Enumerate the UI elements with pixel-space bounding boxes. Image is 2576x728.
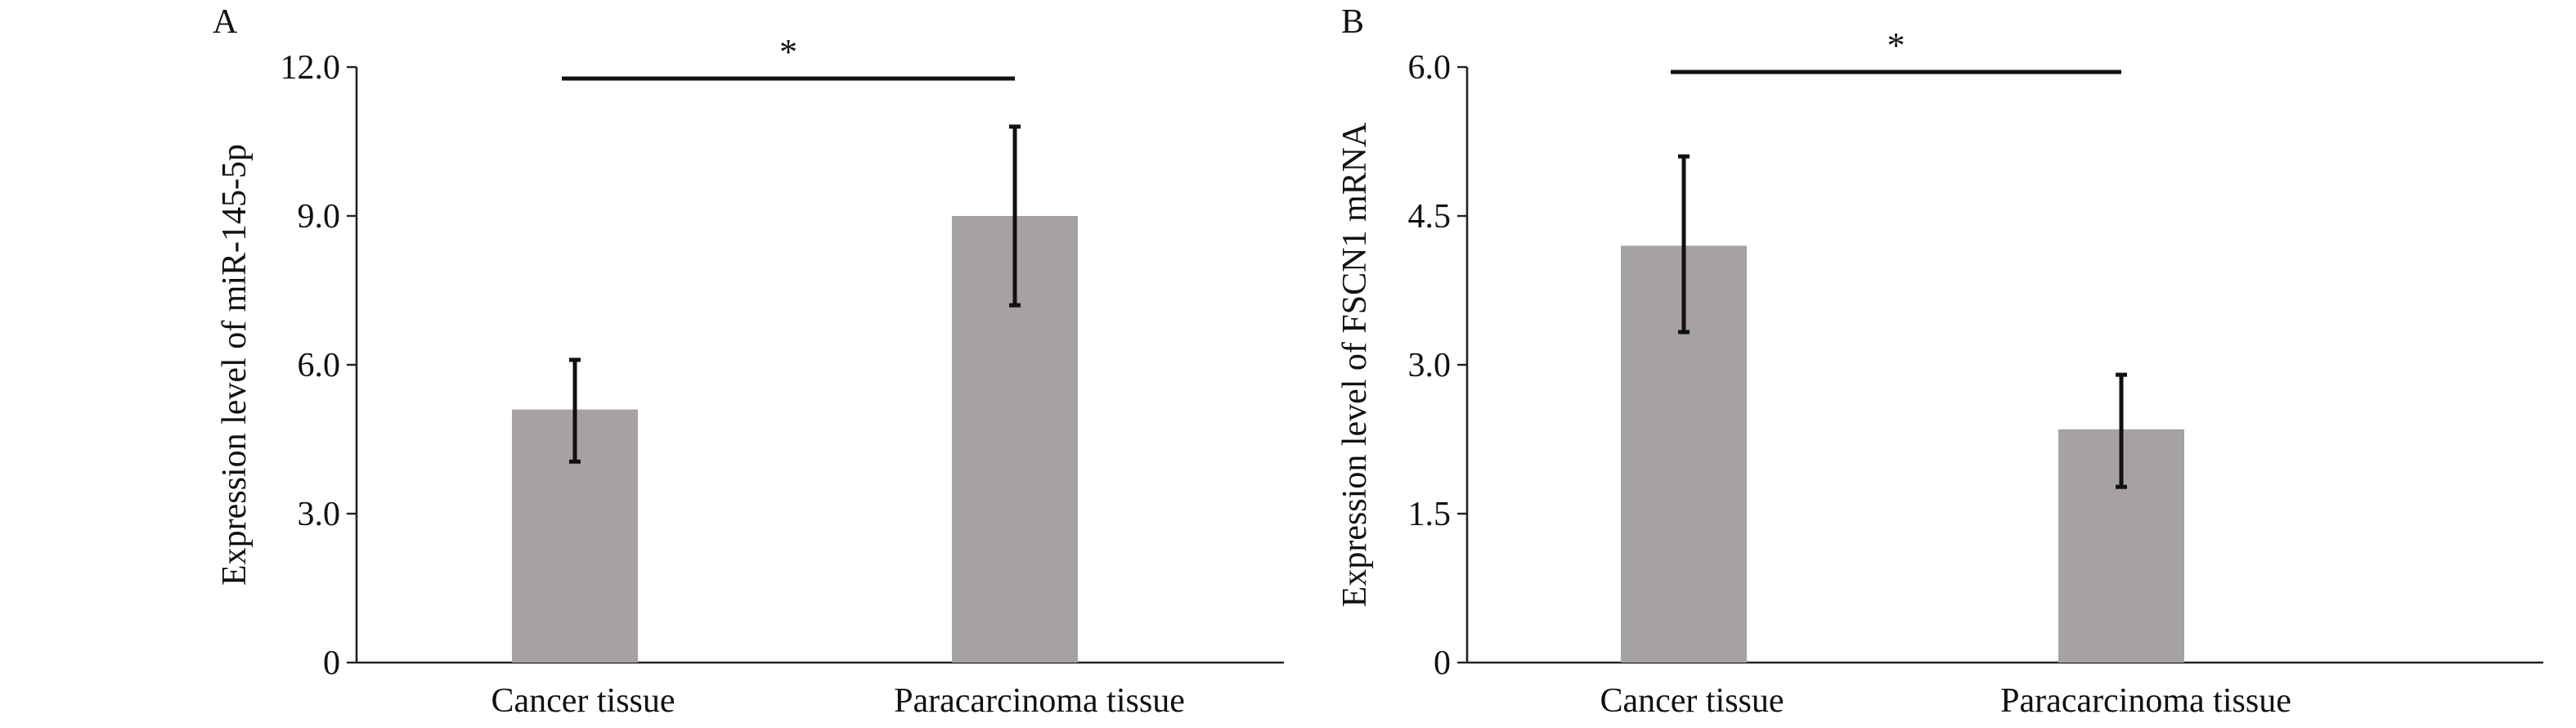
y-axis-label: Expression level of miR-145-5p: [216, 144, 254, 586]
y-tick-label: 1.5: [1408, 496, 1452, 533]
panel-label: A: [213, 3, 238, 41]
y-tick-label: 3.0: [298, 496, 341, 533]
significance-asterisk: *: [1887, 25, 1905, 65]
significance-asterisk: *: [779, 32, 797, 72]
y-tick-label: 4.5: [1408, 198, 1452, 236]
x-category-label: Cancer tissue: [491, 682, 675, 720]
x-category-label: Paracarcinoma tissue: [2000, 682, 2291, 720]
y-tick-label: 6.0: [1408, 49, 1452, 87]
y-axis-label: Expression level of FSCN1 mRNA: [1336, 122, 1374, 607]
panel-label: B: [1341, 3, 1364, 41]
x-category-label: Cancer tissue: [1600, 682, 1784, 720]
y-tick-label: 12.0: [280, 49, 341, 87]
y-tick-label: 3.0: [1408, 347, 1452, 384]
y-tick-label: 9.0: [298, 198, 341, 236]
x-category-label: Paracarcinoma tissue: [894, 682, 1185, 720]
y-tick-label: 0: [1434, 645, 1451, 682]
y-tick-label: 0: [323, 645, 340, 682]
y-tick-label: 6.0: [298, 347, 341, 384]
